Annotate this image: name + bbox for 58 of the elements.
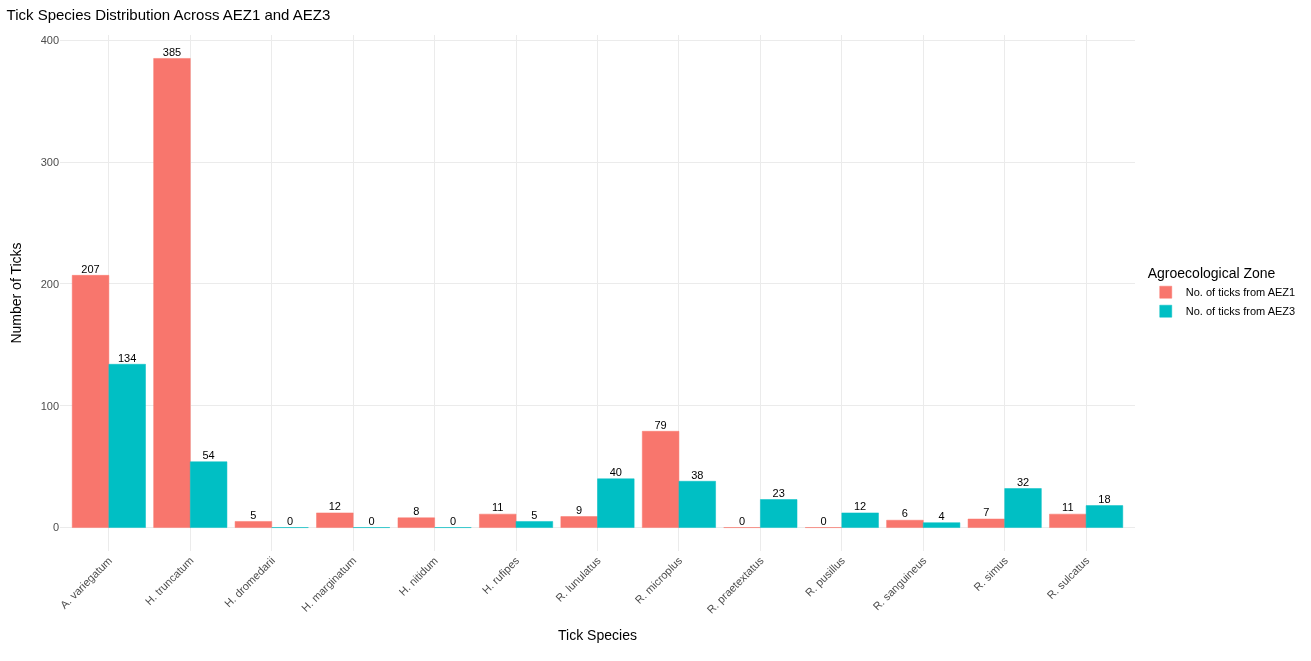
- y-tick-label: 400: [40, 34, 59, 47]
- x-axis-title: Tick Species: [558, 626, 637, 643]
- bar: [560, 516, 598, 528]
- y-tick-label: 300: [40, 155, 59, 168]
- data-label: 54: [202, 449, 215, 461]
- data-label: 12: [854, 500, 867, 513]
- bar: [678, 481, 716, 528]
- data-label: 40: [609, 466, 622, 479]
- bar: [760, 499, 798, 528]
- y-tick-label: 100: [40, 399, 59, 412]
- data-label: 0: [287, 514, 294, 527]
- y-tick-label: 0: [52, 521, 59, 534]
- bar: [234, 521, 272, 528]
- data-label: 23: [772, 486, 785, 499]
- bar: [642, 431, 680, 528]
- legend-title: Agroecological Zone: [1147, 264, 1276, 281]
- data-label: 32: [1016, 475, 1030, 488]
- data-label: 5: [531, 508, 538, 521]
- bar: [967, 518, 1005, 528]
- data-label: 0: [820, 514, 827, 527]
- data-label: 79: [654, 418, 667, 431]
- data-label: 38: [691, 468, 704, 481]
- bar: [71, 275, 110, 528]
- bar: [841, 512, 879, 528]
- y-axis-title: Number of Ticks: [8, 242, 25, 344]
- data-label: 0: [449, 514, 457, 527]
- bar: [515, 521, 553, 528]
- chart-title: Tick Species Distribution Across AEZ1 and AEZ3: [6, 6, 331, 24]
- legend-label: No. of ticks from AEZ1: [1185, 286, 1296, 299]
- bar: [479, 513, 517, 528]
- bar: [1004, 488, 1042, 528]
- data-label: 5: [250, 508, 257, 521]
- bar: [397, 517, 435, 528]
- y-tick-label: 200: [40, 277, 59, 290]
- data-label: 18: [1098, 492, 1111, 505]
- bar: [108, 364, 146, 528]
- bar: [190, 461, 228, 528]
- data-label: 11: [1062, 501, 1074, 514]
- data-label: 0: [738, 514, 746, 527]
- data-label: 11: [492, 501, 504, 514]
- data-label: 9: [576, 503, 583, 516]
- data-label: 134: [118, 351, 137, 364]
- data-label: 7: [983, 506, 990, 519]
- bar: [886, 519, 924, 528]
- bar: [597, 478, 635, 528]
- bar: [923, 522, 961, 528]
- bar: [316, 512, 354, 528]
- data-label: 207: [81, 262, 100, 275]
- bar: [1085, 505, 1124, 528]
- data-label: 0: [368, 514, 375, 527]
- data-label: 4: [938, 509, 945, 522]
- data-label: 6: [901, 507, 908, 520]
- data-label: 385: [162, 45, 182, 58]
- data-label: 12: [328, 500, 341, 513]
- data-label: 8: [413, 505, 420, 518]
- legend-label: No. of ticks from AEZ3: [1185, 305, 1296, 318]
- bar: [153, 58, 191, 528]
- bar: [1049, 513, 1087, 528]
